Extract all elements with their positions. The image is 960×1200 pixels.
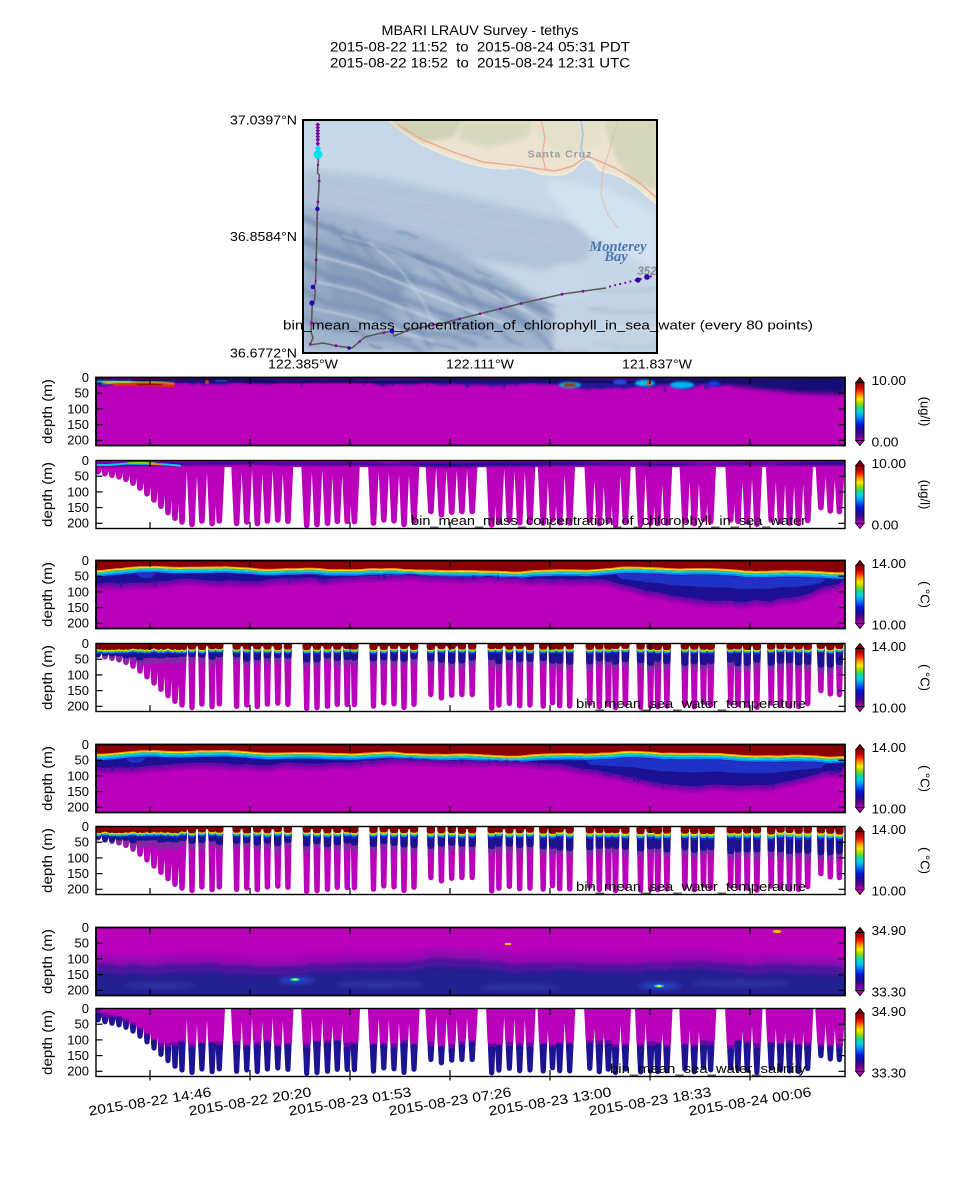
svg-text:bin_mean_mass_concentration_of: bin_mean_mass_concentration_of_chlorophy… (283, 318, 813, 333)
svg-text:100: 100 (67, 768, 89, 783)
svg-text:2015-08-22 11:52 to 2015-08-: 2015-08-22 11:52 to 2015-08-24 05:31 PDT (330, 40, 630, 55)
svg-text:50: 50 (75, 753, 89, 768)
svg-text:10.00: 10.00 (872, 456, 907, 471)
svg-text:0.00: 0.00 (872, 518, 899, 533)
svg-text:36.6772°N: 36.6772°N (230, 346, 297, 361)
svg-text:14.00: 14.00 (872, 822, 907, 837)
svg-text:10.00: 10.00 (872, 701, 907, 716)
svg-text:0.00: 0.00 (872, 435, 899, 450)
svg-text:34.90: 34.90 (872, 923, 907, 938)
svg-text:100: 100 (67, 850, 89, 865)
svg-text:200: 200 (67, 699, 89, 714)
svg-text:100: 100 (67, 584, 89, 599)
svg-text:14.00: 14.00 (872, 639, 907, 654)
svg-text:122.385°W: 122.385°W (268, 357, 339, 372)
svg-text:Santa Cruz: Santa Cruz (528, 149, 593, 161)
svg-text:150: 150 (67, 600, 89, 615)
svg-text:( °C): ( °C) (918, 581, 933, 608)
svg-text:depth (m): depth (m) (40, 645, 55, 710)
svg-text:10.00: 10.00 (872, 373, 907, 388)
svg-text:(ug/l): (ug/l) (918, 397, 933, 427)
svg-text:50: 50 (75, 569, 89, 584)
svg-text:0: 0 (82, 920, 89, 935)
svg-text:0: 0 (82, 819, 89, 834)
svg-text:36.8584°N: 36.8584°N (230, 229, 297, 244)
svg-text:0: 0 (82, 737, 89, 752)
svg-text:37.0397°N: 37.0397°N (230, 113, 297, 128)
svg-text:bin_mean_sea_water_salinity: bin_mean_sea_water_salinity (610, 1061, 807, 1076)
svg-text:150: 150 (67, 683, 89, 698)
svg-text:150: 150 (67, 1048, 89, 1063)
svg-text:0: 0 (82, 1001, 89, 1016)
svg-text:depth (m): depth (m) (40, 1010, 55, 1075)
svg-text:200: 200 (67, 516, 89, 531)
svg-text:MBARI LRAUV Survey - tethys: MBARI LRAUV Survey - tethys (382, 23, 579, 38)
svg-text:200: 200 (67, 983, 89, 998)
svg-text:Monterey: Monterey (588, 239, 647, 255)
svg-text:bin_mean_mass_concentration_of: bin_mean_mass_concentration_of_chlorophy… (411, 513, 807, 528)
svg-text:50: 50 (75, 835, 89, 850)
svg-text:depth (m): depth (m) (40, 828, 55, 893)
svg-text:bin_mean_sea_water_temperature: bin_mean_sea_water_temperature (576, 879, 806, 894)
svg-text:33.30: 33.30 (872, 1066, 907, 1081)
svg-text:10.00: 10.00 (872, 802, 907, 817)
svg-text:121.837°W: 121.837°W (622, 357, 693, 372)
svg-text:100: 100 (67, 1032, 89, 1047)
svg-text:(ug/l): (ug/l) (918, 480, 933, 510)
svg-text:depth (m): depth (m) (40, 379, 55, 444)
svg-text:100: 100 (67, 484, 89, 499)
svg-text:0: 0 (82, 453, 89, 468)
svg-text:100: 100 (67, 401, 89, 416)
svg-text:depth (m): depth (m) (40, 562, 55, 627)
svg-text:150: 150 (67, 784, 89, 799)
svg-text:50: 50 (75, 469, 89, 484)
svg-text:( °C): ( °C) (918, 664, 933, 691)
svg-text:200: 200 (67, 433, 89, 448)
svg-text:0: 0 (82, 370, 89, 385)
svg-text:200: 200 (67, 882, 89, 897)
svg-text:150: 150 (67, 967, 89, 982)
svg-text:100: 100 (67, 667, 89, 682)
svg-text:50: 50 (75, 1017, 89, 1032)
svg-text:200: 200 (67, 1064, 89, 1079)
svg-text:depth (m): depth (m) (40, 462, 55, 527)
svg-text:50: 50 (75, 652, 89, 667)
svg-text:( °C): ( °C) (918, 847, 933, 874)
svg-text:bin_mean_sea_water_temperature: bin_mean_sea_water_temperature (576, 696, 806, 711)
svg-text:200: 200 (67, 616, 89, 631)
svg-text:14.00: 14.00 (872, 740, 907, 755)
svg-text:0: 0 (82, 636, 89, 651)
svg-text:50: 50 (75, 936, 89, 951)
svg-text:100: 100 (67, 951, 89, 966)
svg-text:depth (m): depth (m) (40, 929, 55, 994)
svg-text:150: 150 (67, 500, 89, 515)
svg-text:33.30: 33.30 (872, 985, 907, 1000)
svg-text:Bay: Bay (603, 249, 628, 265)
svg-text:0: 0 (82, 553, 89, 568)
svg-text:200: 200 (67, 800, 89, 815)
svg-text:10.00: 10.00 (872, 618, 907, 633)
svg-text:122.111°W: 122.111°W (446, 357, 515, 372)
svg-text:( °C): ( °C) (918, 765, 933, 792)
svg-text:150: 150 (67, 866, 89, 881)
svg-text:34.90: 34.90 (872, 1004, 907, 1019)
svg-text:50: 50 (75, 386, 89, 401)
svg-text:150: 150 (67, 417, 89, 432)
svg-text:352: 352 (637, 266, 657, 278)
svg-text:14.00: 14.00 (872, 556, 907, 571)
svg-text:10.00: 10.00 (872, 884, 907, 899)
svg-text:2015-08-22 18:52 to 2015-08-: 2015-08-22 18:52 to 2015-08-24 12:31 UTC (330, 56, 630, 71)
svg-text:depth (m): depth (m) (40, 746, 55, 811)
